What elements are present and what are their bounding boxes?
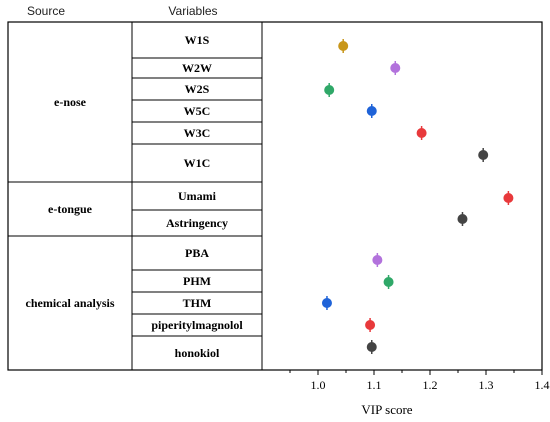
variable-label-umami: Umami [178,189,217,203]
variable-label-piperitylmagnolol: piperitylmagnolol [151,318,243,332]
variable-table: e-nose W1S W2W W2S W5C W3C W1C e-tongue Umami Ast… [7,21,543,371]
variable-label-w5c: W5C [184,104,211,118]
marker-w1c [478,150,489,160]
x-tick-label: 1.4 [535,378,550,392]
x-tick-label: 1.2 [423,378,438,392]
x-tick-label: 1.0 [311,378,326,392]
marker-w1s [338,41,349,51]
marker-pba [372,255,383,265]
variable-label-w1s: W1S [185,33,210,47]
variable-label-w2w: W2W [182,61,212,75]
marker-astringency [457,214,468,224]
variable-label-thm: THM [183,296,212,310]
marker-thm [321,298,332,308]
x-axis: 1.0 1.1 1.2 1.3 1.4 [289,370,550,392]
table-frame [7,21,543,371]
marker-honokiol [366,342,377,352]
marker-umami [503,193,514,203]
marker-w5c [366,106,377,116]
variable-label-astringency: Astringency [166,216,228,230]
variable-label-honokiol: honokiol [175,346,220,360]
marker-phm [383,277,394,287]
variable-label-w3c: W3C [184,126,211,140]
source-label-chemical-analysis: chemical analysis [26,296,115,310]
marker-w2w [390,63,401,73]
x-axis-label: VIP score [361,402,412,417]
variable-label-phm: PHM [183,274,211,288]
x-tick-label: 1.1 [367,378,382,392]
x-tick-label: 1.3 [479,378,494,392]
marker-w3c [416,128,427,138]
variable-label-w1c: W1C [184,156,211,170]
header-source: Source [27,4,65,18]
marker-piperitylmagnolol [365,320,376,330]
source-label-e-nose: e-nose [54,95,87,109]
header-variables: Variables [168,4,217,18]
vip-markers [321,39,514,354]
variable-label-pba: PBA [185,246,209,260]
source-label-e-tongue: e-tongue [48,202,93,216]
variable-label-w2s: W2S [185,82,210,96]
marker-w2s [324,85,335,95]
